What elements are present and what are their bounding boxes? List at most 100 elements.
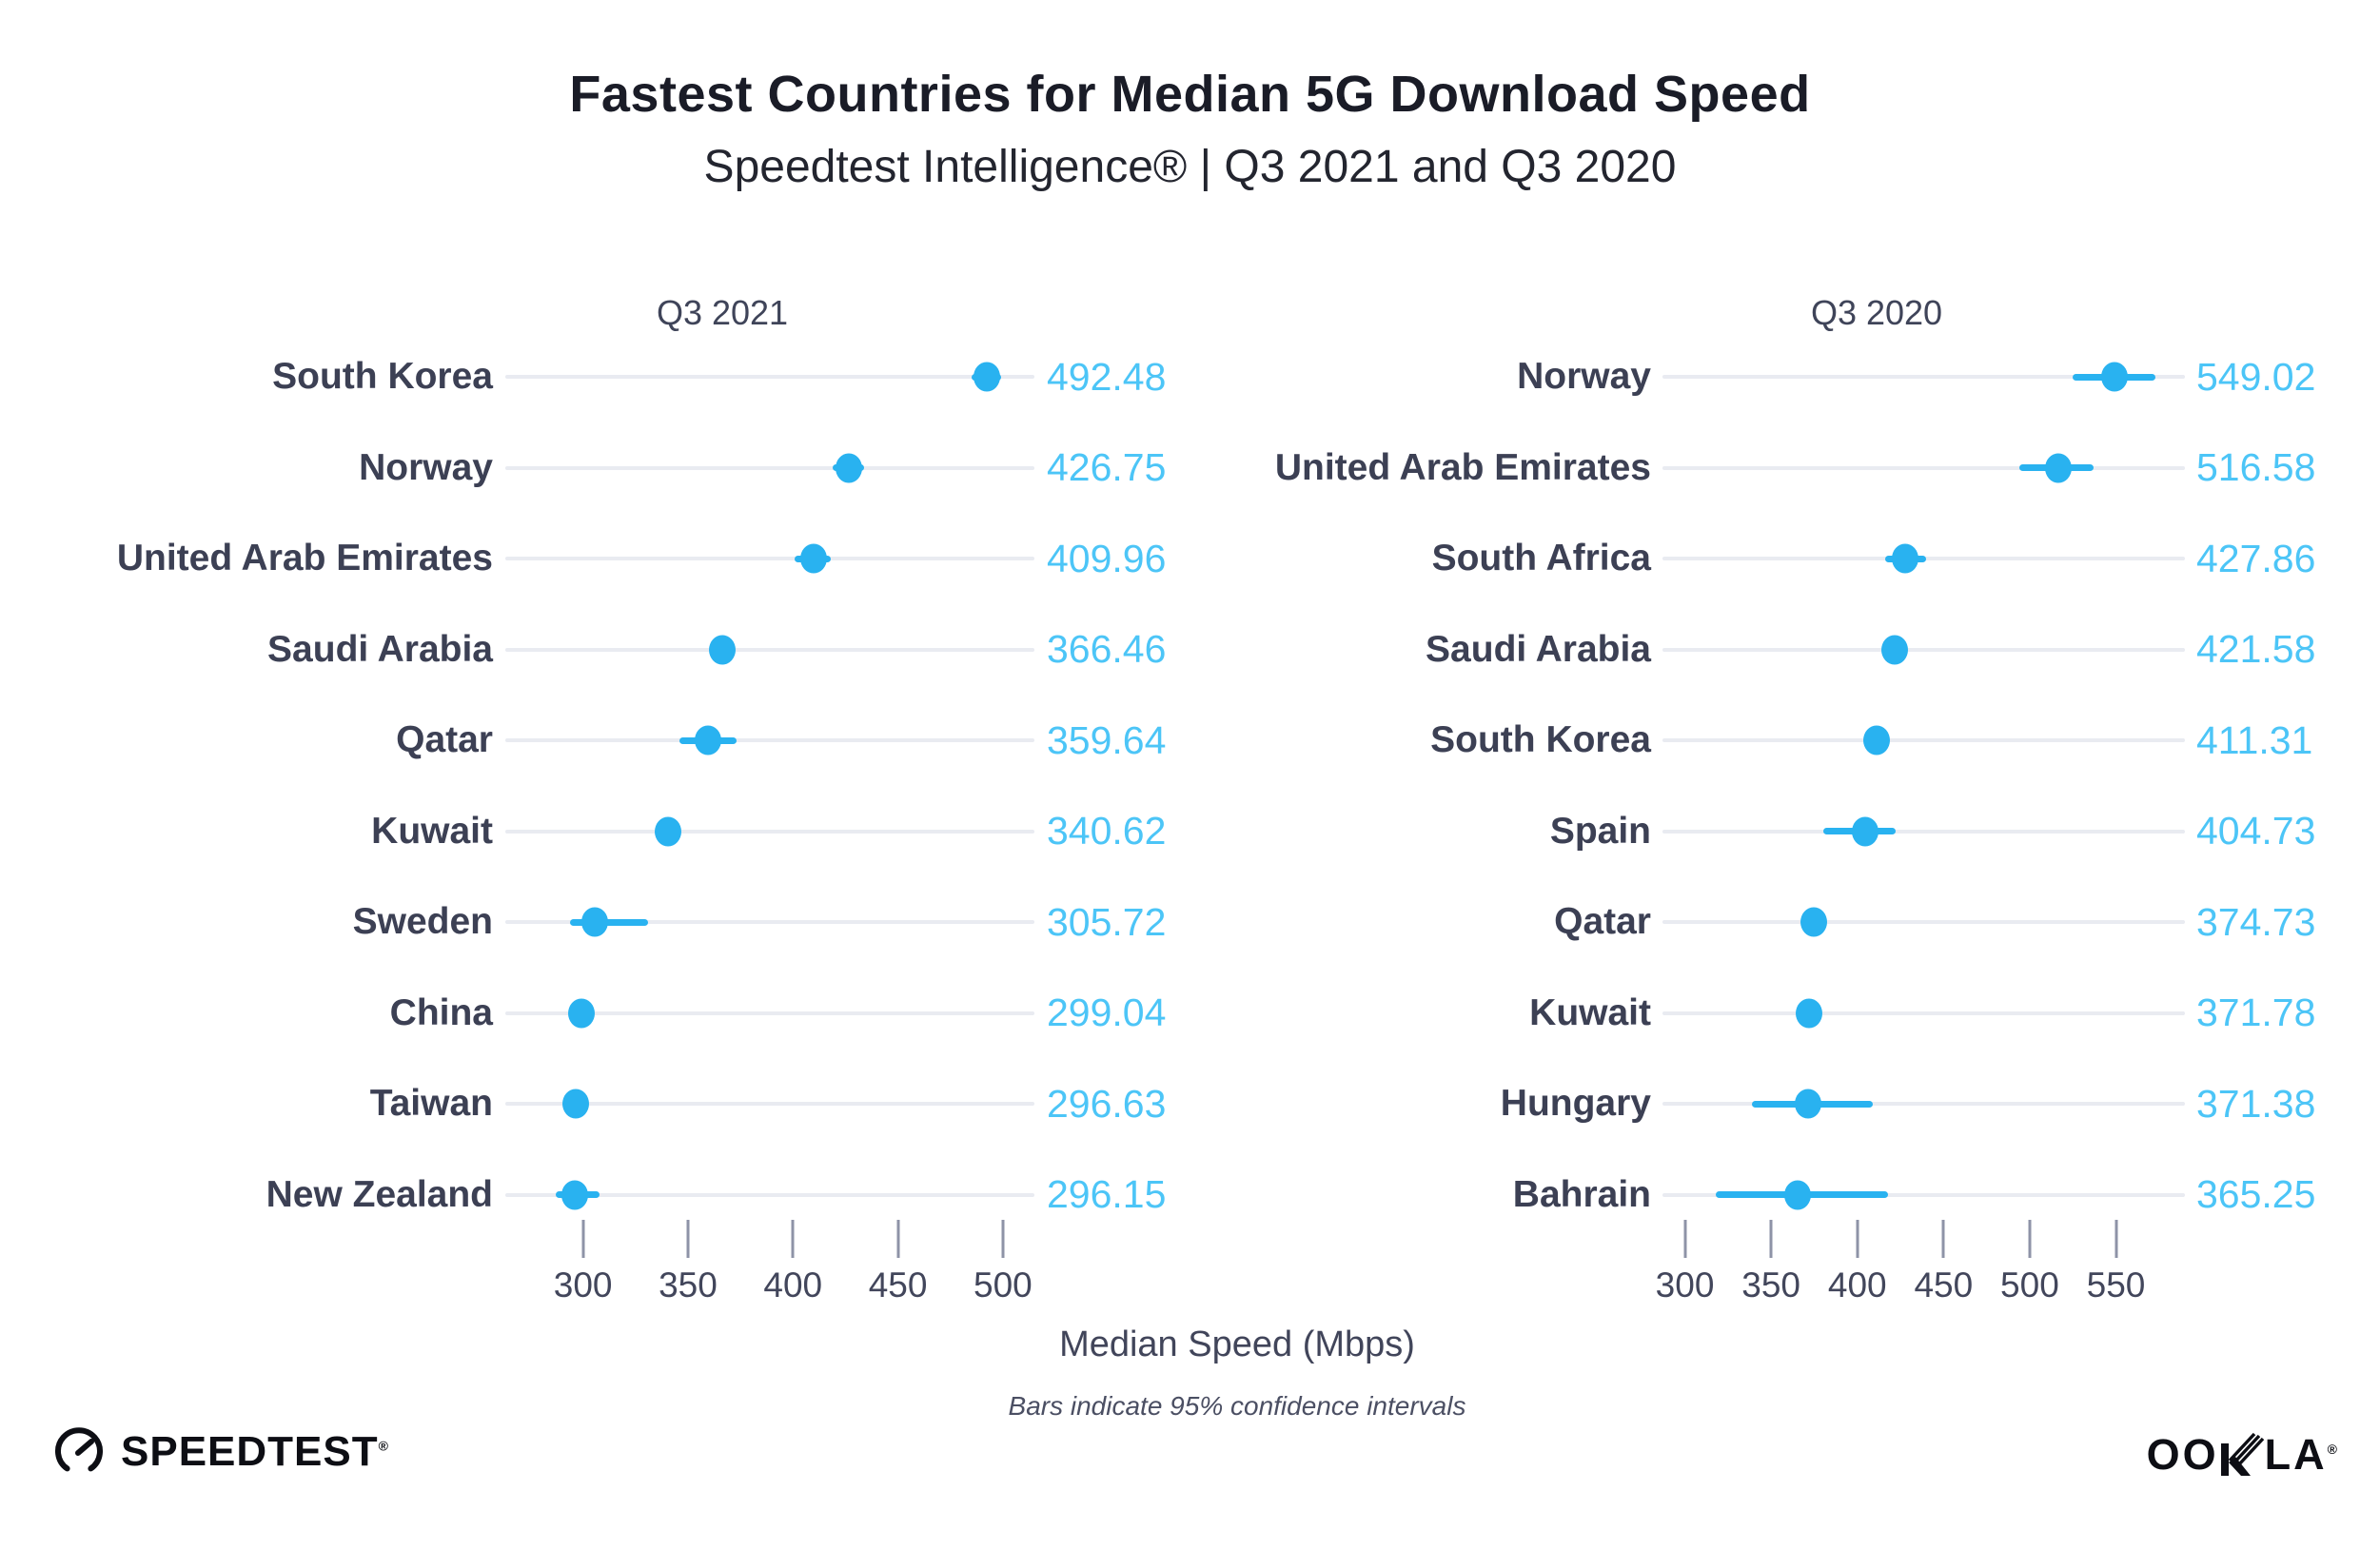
tick-label: 550 (2086, 1266, 2146, 1305)
country-row: Sweden 305.72 (0, 878, 1175, 966)
track-line (505, 375, 1034, 379)
tick-mark (581, 1220, 585, 1258)
x-axis-ticks (1662, 1220, 2185, 1258)
ookla-logo: OO LA® (2147, 1432, 2340, 1476)
value-label: 366.46 (1047, 627, 1167, 671)
median-speed-dot (695, 725, 722, 755)
median-speed-dot (1795, 998, 1822, 1028)
dot-track (505, 515, 1034, 602)
country-label: Norway (1517, 356, 1651, 397)
dot-track (1662, 333, 2185, 421)
country-label: Hungary (1500, 1083, 1651, 1124)
country-row: Saudi Arabia 366.46 (0, 606, 1175, 694)
median-speed-dot (2100, 362, 2128, 392)
tick-label: 500 (974, 1266, 1033, 1305)
country-label: New Zealand (266, 1173, 493, 1215)
country-label: Saudi Arabia (267, 628, 493, 670)
country-label: Bahrain (1512, 1173, 1651, 1215)
tick-label: 300 (1655, 1266, 1715, 1305)
chart-title: Fastest Countries for Median 5G Download… (569, 66, 1811, 123)
country-label: Spain (1549, 810, 1651, 852)
median-speed-dot (836, 453, 863, 482)
track-line (1662, 738, 2185, 742)
dot-track (505, 788, 1034, 875)
median-speed-dot (655, 816, 682, 846)
country-label: South Africa (1431, 538, 1651, 579)
track-line (1662, 375, 2185, 379)
tick-mark (686, 1220, 690, 1258)
median-speed-dot (1880, 635, 1908, 664)
dot-track (1662, 1151, 2185, 1239)
median-speed-dot (1794, 1089, 1821, 1119)
country-label: Kuwait (371, 810, 493, 852)
tick-label: 450 (1914, 1266, 1974, 1305)
tick-mark (2028, 1220, 2032, 1258)
value-label: 340.62 (1047, 809, 1167, 853)
panel-title-q3-2020: Q3 2020 (1810, 293, 1943, 332)
tick-mark (1001, 1220, 1005, 1258)
country-row: Qatar 374.73 (1175, 878, 2380, 966)
track-line (1662, 465, 2185, 470)
country-label: Qatar (396, 719, 493, 760)
track-line (505, 829, 1034, 834)
tick-label: 350 (1741, 1266, 1801, 1305)
country-row: South Africa 427.86 (1175, 515, 2380, 602)
panel-rows: South Korea 492.48 Norway 426.75 United Arab… (0, 333, 1175, 1242)
value-label: 296.63 (1047, 1081, 1167, 1126)
dot-track (505, 878, 1034, 966)
value-label: 374.73 (2196, 899, 2316, 944)
tick-label: 350 (659, 1266, 718, 1305)
value-label: 371.38 (2196, 1081, 2316, 1126)
country-row: Norway 426.75 (0, 424, 1175, 512)
chart-subtitle: Speedtest Intelligence® | Q3 2021 and Q3… (703, 142, 1677, 192)
median-speed-dot (1800, 907, 1827, 937)
value-label: 492.48 (1047, 354, 1167, 399)
confidence-interval-footnote: Bars indicate 95% confidence intervals (1008, 1391, 1466, 1421)
confidence-interval-bar (570, 918, 649, 926)
country-label: South Korea (1430, 719, 1651, 760)
tick-mark (1683, 1220, 1687, 1258)
ookla-k-icon (2219, 1432, 2265, 1476)
track-line (505, 1102, 1034, 1106)
country-row: United Arab Emirates 516.58 (1175, 424, 2380, 512)
country-label: China (389, 991, 493, 1033)
country-label: Norway (359, 446, 493, 488)
track-line (505, 738, 1034, 742)
x-axis-tick-labels: 300 350 400 450 500 (505, 1266, 1034, 1315)
country-label: Sweden (352, 901, 493, 942)
country-label: Taiwan (369, 1083, 493, 1124)
dot-track (1662, 878, 2185, 966)
track-line (1662, 1102, 2185, 1106)
country-row: Hungary 371.38 (1175, 1060, 2380, 1148)
value-label: 411.31 (2196, 717, 2313, 762)
track-line (1662, 829, 2185, 834)
median-speed-dot (1783, 1180, 1811, 1209)
dot-track (505, 1151, 1034, 1239)
dot-track (505, 697, 1034, 784)
tick-label: 450 (868, 1266, 928, 1305)
dot-track (1662, 606, 2185, 694)
country-label: United Arab Emirates (116, 538, 493, 579)
value-label: 516.58 (2196, 445, 2316, 489)
dot-track (505, 970, 1034, 1057)
tick-label: 500 (2000, 1266, 2059, 1305)
median-speed-dot (1852, 816, 1879, 846)
country-row: Saudi Arabia 421.58 (1175, 606, 2380, 694)
ookla-wordmark-right: LA® (2264, 1430, 2340, 1479)
dot-track (1662, 515, 2185, 602)
speedtest-gauge-icon (52, 1425, 106, 1479)
track-line (505, 465, 1034, 470)
dot-track (505, 606, 1034, 694)
country-row: South Korea 411.31 (1175, 697, 2380, 784)
value-label: 365.25 (2196, 1172, 2316, 1216)
dot-track (1662, 697, 2185, 784)
country-row: Norway 549.02 (1175, 333, 2380, 421)
country-label: South Korea (272, 356, 493, 397)
tick-mark (1941, 1220, 1945, 1258)
country-row: New Zealand 296.15 (0, 1151, 1175, 1239)
country-row: China 299.04 (0, 970, 1175, 1057)
registered-mark: ® (378, 1438, 389, 1454)
country-label: Saudi Arabia (1426, 628, 1651, 670)
country-label: Kuwait (1529, 991, 1651, 1033)
